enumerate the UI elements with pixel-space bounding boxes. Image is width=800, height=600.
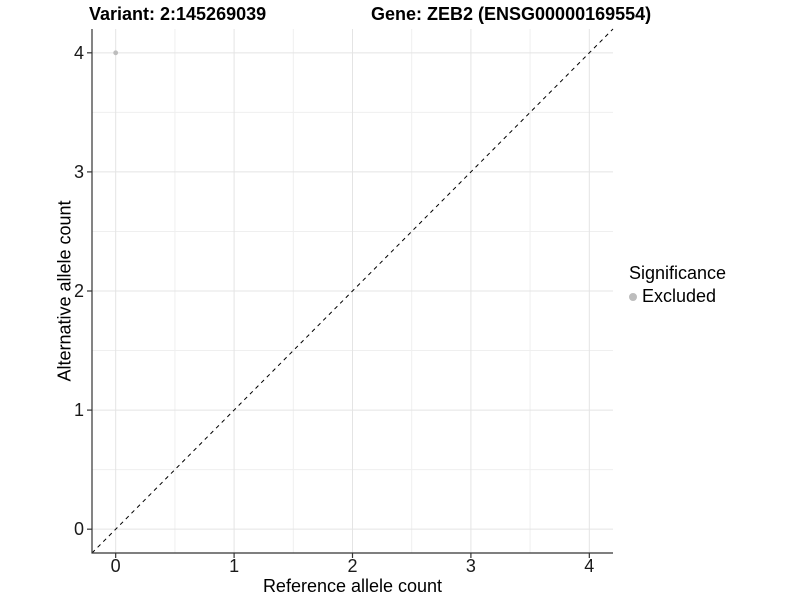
x-tick-label: 0: [111, 556, 121, 576]
plot-title-gene: Gene: ZEB2 (ENSG00000169554): [371, 4, 652, 24]
y-tick-label: 1: [74, 400, 84, 420]
legend-entry-label: Excluded: [642, 286, 717, 306]
y-axis-title: Alternative allele count: [54, 200, 75, 382]
y-tick-label: 0: [74, 519, 84, 539]
legend-entries: Excluded: [629, 286, 726, 307]
x-tick-label: 4: [584, 556, 594, 576]
x-tick-label: 3: [466, 556, 476, 576]
y-tick-label: 2: [74, 281, 84, 301]
y-tick-label: 4: [74, 43, 84, 63]
x-axis-title: Reference allele count: [262, 576, 443, 596]
x-tick-label: 2: [347, 556, 357, 576]
legend-point-icon: [629, 292, 637, 301]
legend-entry: Excluded: [629, 286, 726, 307]
x-tick-label: 1: [229, 556, 239, 576]
legend-title: Significance: [629, 263, 727, 283]
data-point: [113, 50, 119, 56]
identity-line: [91, 28, 614, 554]
legend: Significance Excluded: [629, 263, 726, 307]
plot-title-variant: Variant: 2:145269039: [89, 4, 267, 24]
y-tick-label: 3: [74, 162, 84, 182]
